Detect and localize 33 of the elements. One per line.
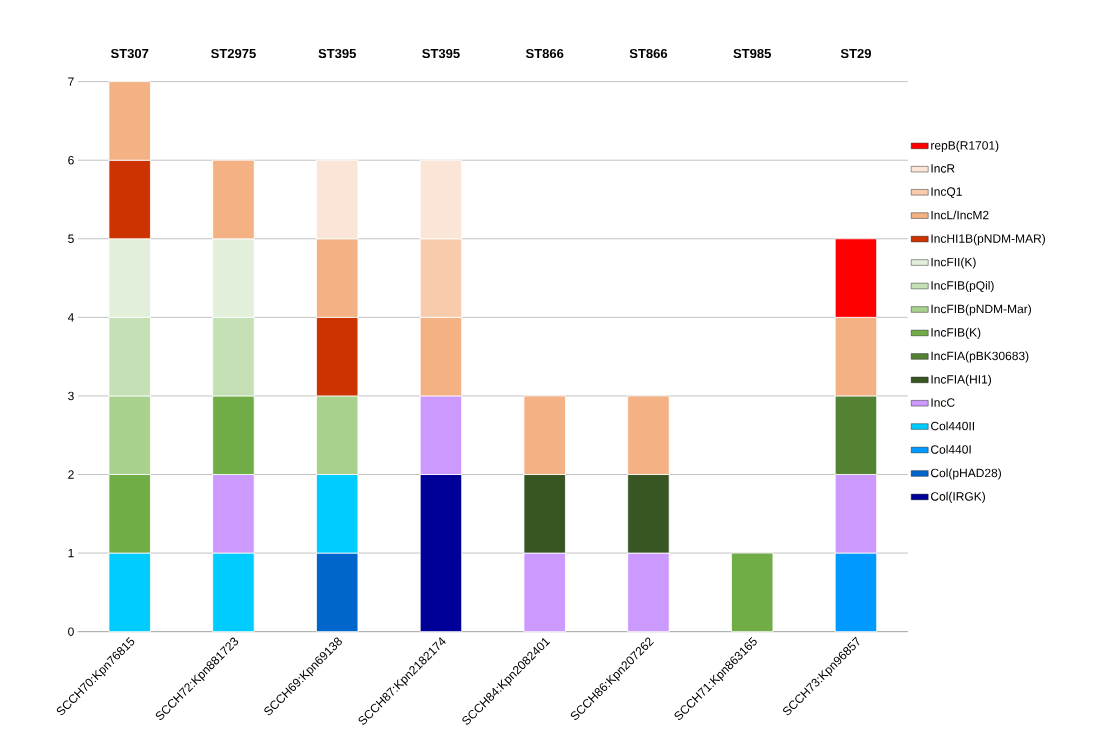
y-tick-label: 5 (68, 234, 74, 243)
y-tick-label: 2 (68, 470, 74, 479)
text: ST29 (840, 48, 871, 59)
y-tick-label: 1 (68, 548, 74, 558)
legend-label: repB(R1701) (931, 140, 999, 153)
legend-label: IncFIA(pBK30683) (931, 351, 1029, 363)
y-tick-label: 0 (68, 627, 74, 636)
legend-label: Col440I (931, 444, 971, 454)
text: ST307 (110, 48, 149, 59)
legend-label: IncFII(K) (931, 257, 976, 269)
text: ST395 (318, 48, 356, 59)
legend-label: Col440II (931, 421, 974, 431)
legend-label: IncFIA(HI1) (931, 374, 991, 386)
legend-label: IncFIB(K) (931, 327, 981, 340)
legend-label: IncHI1B(pNDM-MAR) (931, 233, 1045, 246)
legend-label: Col(pHAD28) (931, 468, 1001, 480)
y-tick-label: 4 (67, 313, 74, 322)
text: ST866 (629, 48, 668, 59)
y-tick-label: 3 (68, 391, 74, 401)
text: ST2975 (211, 48, 256, 59)
y-tick-label: 7 (68, 77, 74, 86)
bar (731, 552, 774, 633)
text: ST395 (422, 48, 460, 59)
legend-label: IncR (931, 164, 955, 173)
legend-label: IncQ1 (931, 187, 962, 198)
legend-label: IncFIB(pQil) (931, 280, 994, 293)
y-tick-label: 6 (68, 155, 74, 165)
legend-label: Col(IRGK) (931, 491, 985, 504)
text: ST866 (525, 48, 564, 59)
legend-label: IncC (931, 398, 955, 407)
legend-label: IncFIB(pNDM-Mar) (931, 304, 1031, 316)
text: ST985 (733, 48, 771, 59)
legend-label: IncL/IncM2 (931, 210, 989, 220)
